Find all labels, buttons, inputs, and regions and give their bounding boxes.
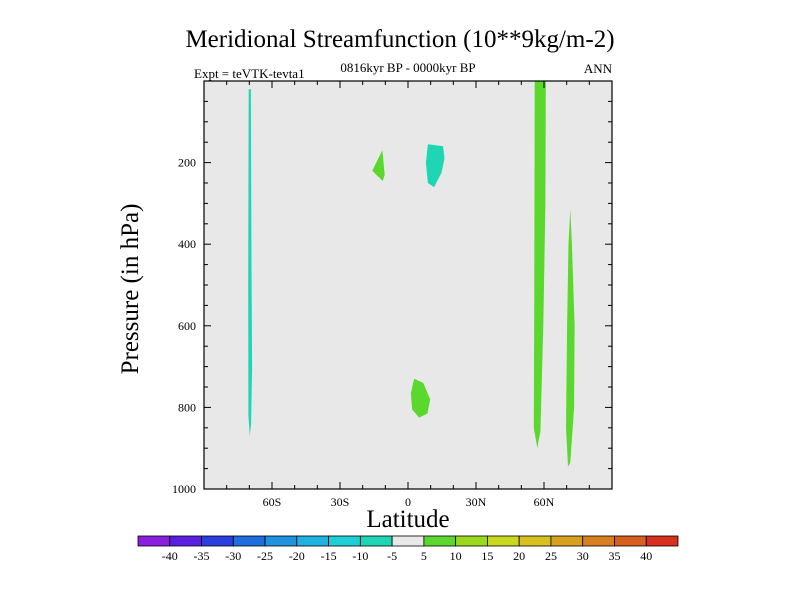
colorbar-label: 35 xyxy=(608,549,620,563)
colorbar-swatch xyxy=(201,535,234,547)
y-tick-label: 200 xyxy=(178,156,196,170)
colorbar-label: -15 xyxy=(321,549,337,563)
colorbar-label: 25 xyxy=(545,549,557,563)
colorbar-swatch xyxy=(359,535,393,547)
pos-region-12s xyxy=(372,150,385,181)
colorbar-label: 30 xyxy=(577,549,589,563)
colorbar-swatch xyxy=(455,535,488,547)
contour-regions xyxy=(248,81,575,467)
colorbar-label: -5 xyxy=(387,549,397,563)
colorbar-swatch xyxy=(423,535,457,547)
colorbar-label: -35 xyxy=(194,549,210,563)
y-tick-label: 1000 xyxy=(172,482,196,496)
x-tick-label: 30S xyxy=(331,495,350,509)
x-axis-title: Latitude xyxy=(366,506,449,533)
pos-region-5n-lower xyxy=(410,378,431,418)
colorbar-label: 40 xyxy=(640,549,652,563)
experiment-label: Expt = teVTK-tevta1 xyxy=(194,66,305,81)
colorbar-label: -10 xyxy=(352,549,368,563)
neg-region-70s xyxy=(248,89,253,436)
colorbar-swatch xyxy=(614,535,647,547)
colorbar-swatch xyxy=(264,535,298,547)
colorbar-swatch xyxy=(518,535,552,547)
colorbar-label: 20 xyxy=(513,549,525,563)
y-tick-label: 400 xyxy=(178,237,196,251)
colorbar-swatch xyxy=(582,535,615,547)
colorbar-swatch xyxy=(391,535,425,547)
y-tick-label: 600 xyxy=(178,319,196,333)
colorbar-label: 5 xyxy=(421,549,427,563)
colorbar-label: -20 xyxy=(289,549,305,563)
colorbar-swatch xyxy=(487,535,520,547)
time-range-label: 0816kyr BP - 0000kyr BP xyxy=(340,60,476,75)
y-axis-title: Pressure (in hPa) xyxy=(117,204,144,375)
colorbar-swatch xyxy=(137,535,171,547)
colorbar-swatch xyxy=(169,535,202,547)
colorbar-swatch xyxy=(550,535,584,547)
x-tick-label: 60S xyxy=(263,495,282,509)
pos-region-72n xyxy=(566,209,575,467)
colorbar-label: -40 xyxy=(162,549,178,563)
x-tick-label: 30N xyxy=(466,495,487,509)
colorbar: -40 -35 -30 -25 -20 -15 -10 -5 5 10 15 20 25 30 35 40 xyxy=(137,535,679,563)
season-label: ANN xyxy=(583,61,612,76)
y-axis: 200 400 600 800 1000 xyxy=(172,100,612,496)
colorbar-swatch xyxy=(296,535,329,547)
pos-region-58n xyxy=(533,81,546,449)
x-axis: 60S 30S 0 30N 60N xyxy=(226,81,590,509)
x-tick-label: 60N xyxy=(534,495,555,509)
colorbar-swatch xyxy=(645,535,679,547)
colorbar-label: 10 xyxy=(450,549,462,563)
colorbar-label: -25 xyxy=(257,549,273,563)
colorbar-swatch xyxy=(328,535,361,547)
colorbar-label: 15 xyxy=(481,549,493,563)
chart-title: Meridional Streamfunction (10**9kg/m-2) xyxy=(185,26,615,53)
x-tick-label: 0 xyxy=(405,495,411,509)
colorbar-label: -30 xyxy=(225,549,241,563)
colorbar-swatch xyxy=(232,535,266,547)
y-tick-label: 800 xyxy=(178,400,196,414)
neg-region-10n xyxy=(425,144,445,188)
plot-area xyxy=(203,80,613,490)
